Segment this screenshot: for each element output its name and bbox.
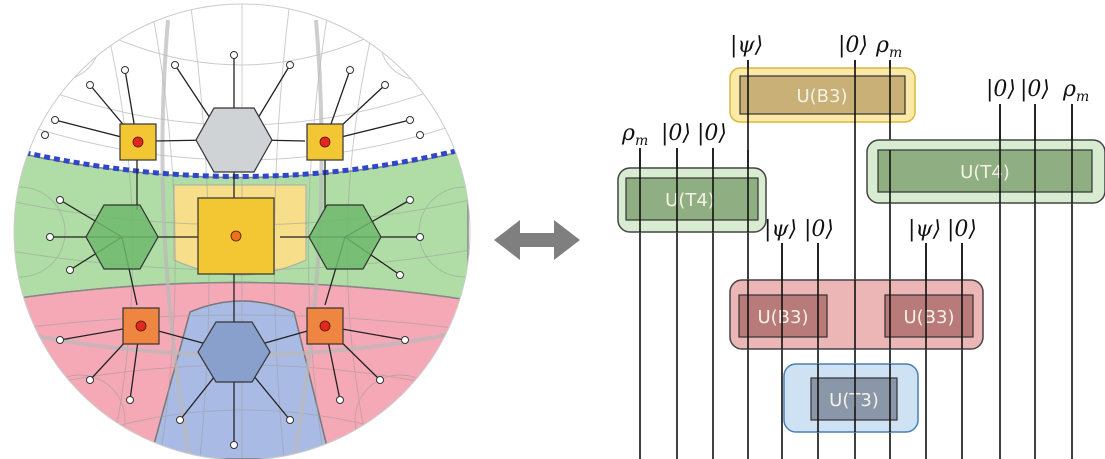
left-right-arrow-icon bbox=[494, 220, 580, 260]
quantum-circuit: U(B3) U(T4) U(T4) U(B3) U(B3) U(T3) bbox=[617, 33, 1105, 459]
wires-over-gates bbox=[639, 60, 1073, 432]
label-zero-mid-left: |0⟩ bbox=[804, 217, 834, 242]
gate-b3-pair: U(B3) U(B3) bbox=[729, 279, 984, 350]
label-psi-mid-left: |ψ⟩ bbox=[764, 217, 797, 242]
label-rho-right: ρm bbox=[1062, 77, 1089, 105]
label-zero-top: |0⟩ bbox=[838, 33, 868, 58]
gate-label-t4-left: U(T4) bbox=[665, 190, 715, 211]
label-zero-right-2: |0⟩ bbox=[1020, 77, 1050, 102]
tensors bbox=[85, 107, 382, 383]
right-green-hexagon bbox=[308, 204, 382, 270]
hyperbolic-disc bbox=[13, 3, 471, 459]
label-zero-mid-right: |0⟩ bbox=[947, 217, 977, 242]
gate-t3: U(T3) bbox=[783, 363, 919, 433]
label-zero-left-1: |0⟩ bbox=[661, 121, 691, 146]
gate-label-b3-left: U(B3) bbox=[757, 307, 808, 328]
label-zero-right-1: |0⟩ bbox=[986, 77, 1016, 102]
label-zero-left-2: |0⟩ bbox=[697, 121, 727, 146]
label-rho-top: ρm bbox=[875, 33, 902, 61]
gate-label-t4-right: U(T4) bbox=[960, 162, 1010, 183]
dashed-boundary bbox=[14, 145, 469, 179]
top-gray-hexagon bbox=[195, 107, 273, 173]
tensor-dots bbox=[132, 136, 331, 332]
gate-b3-top: U(B3) bbox=[729, 67, 916, 123]
gate-t4-left: U(T4) bbox=[617, 167, 767, 233]
label-psi-top: |ψ⟩ bbox=[730, 33, 763, 58]
gate-label-t3: U(T3) bbox=[829, 390, 879, 411]
label-psi-mid-right: |ψ⟩ bbox=[908, 217, 941, 242]
input-labels: |ψ⟩ |0⟩ ρm |0⟩ |0⟩ ρm ρm |0⟩ |0⟩ |ψ⟩ |0⟩… bbox=[621, 33, 1089, 242]
bottom-blue-hexagon bbox=[197, 321, 271, 383]
gate-label-b3-top: U(B3) bbox=[796, 86, 847, 107]
leg-endpoints bbox=[41, 51, 424, 449]
label-rho-left: ρm bbox=[621, 121, 648, 149]
left-green-hexagon bbox=[85, 204, 159, 270]
gate-label-b3-right: U(B3) bbox=[903, 307, 954, 328]
gate-t4-right: U(T4) bbox=[866, 139, 1105, 204]
